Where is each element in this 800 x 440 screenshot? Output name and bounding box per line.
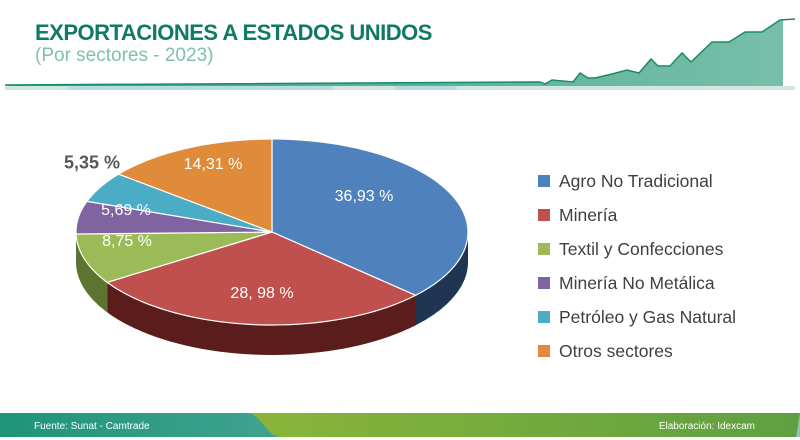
pie-slice-5	[117, 138, 273, 233]
data-label: 5,35 %	[63, 152, 121, 173]
pie-slice-3	[75, 200, 273, 235]
footer-bar	[0, 413, 800, 437]
legend-swatch	[538, 345, 550, 357]
data-label: 8,75 %	[102, 233, 152, 250]
legend-item: Minería No Metálica	[538, 266, 736, 300]
legend-item: Otros sectores	[538, 334, 736, 368]
pie-side-1	[107, 282, 416, 355]
page-title: EXPORTACIONES A ESTADOS UNIDOS	[35, 20, 432, 45]
legend-label: Textil y Confecciones	[559, 238, 724, 259]
legend-swatch	[538, 311, 550, 323]
legend-item: Minería	[538, 198, 736, 232]
footer-credit: Elaboración: Idexcam	[658, 421, 755, 432]
footer-source: Fuente: Sunat - Camtrade	[34, 421, 150, 432]
data-label: 14,31 %	[183, 156, 243, 173]
legend-item: Agro No Tradicional	[538, 164, 736, 198]
legend-label: Agro No Tradicional	[559, 170, 713, 191]
legend-item: Textil y Confecciones	[538, 232, 736, 266]
legend-label: Otros sectores	[559, 340, 673, 361]
legend-swatch	[538, 209, 550, 221]
legend-label: Petróleo y Gas Natural	[559, 306, 737, 327]
legend-label: Minería	[559, 204, 618, 225]
legend-item: Petróleo y Gas Natural	[538, 300, 736, 334]
pie-slice-4	[85, 173, 273, 233]
legend-swatch	[538, 175, 550, 187]
page-subtitle: (Por sectores - 2023)	[35, 45, 214, 66]
pie-chart	[75, 138, 469, 355]
data-label: 36,93 %	[334, 188, 394, 205]
data-label: 28, 98 %	[230, 285, 294, 302]
data-label: 5,69 %	[101, 202, 151, 219]
pie-side-2	[76, 234, 108, 313]
pie-slice-1	[105, 231, 417, 326]
pie-slice-2	[75, 231, 273, 283]
legend: Agro No Tradicional Minería Textil y Confe…	[538, 164, 736, 368]
legend-swatch	[538, 243, 550, 255]
pie-slice-0	[271, 138, 469, 297]
header-trend-decoration	[4, 18, 796, 90]
legend-swatch	[538, 277, 550, 289]
legend-label: Minería No Metálica	[559, 272, 715, 293]
